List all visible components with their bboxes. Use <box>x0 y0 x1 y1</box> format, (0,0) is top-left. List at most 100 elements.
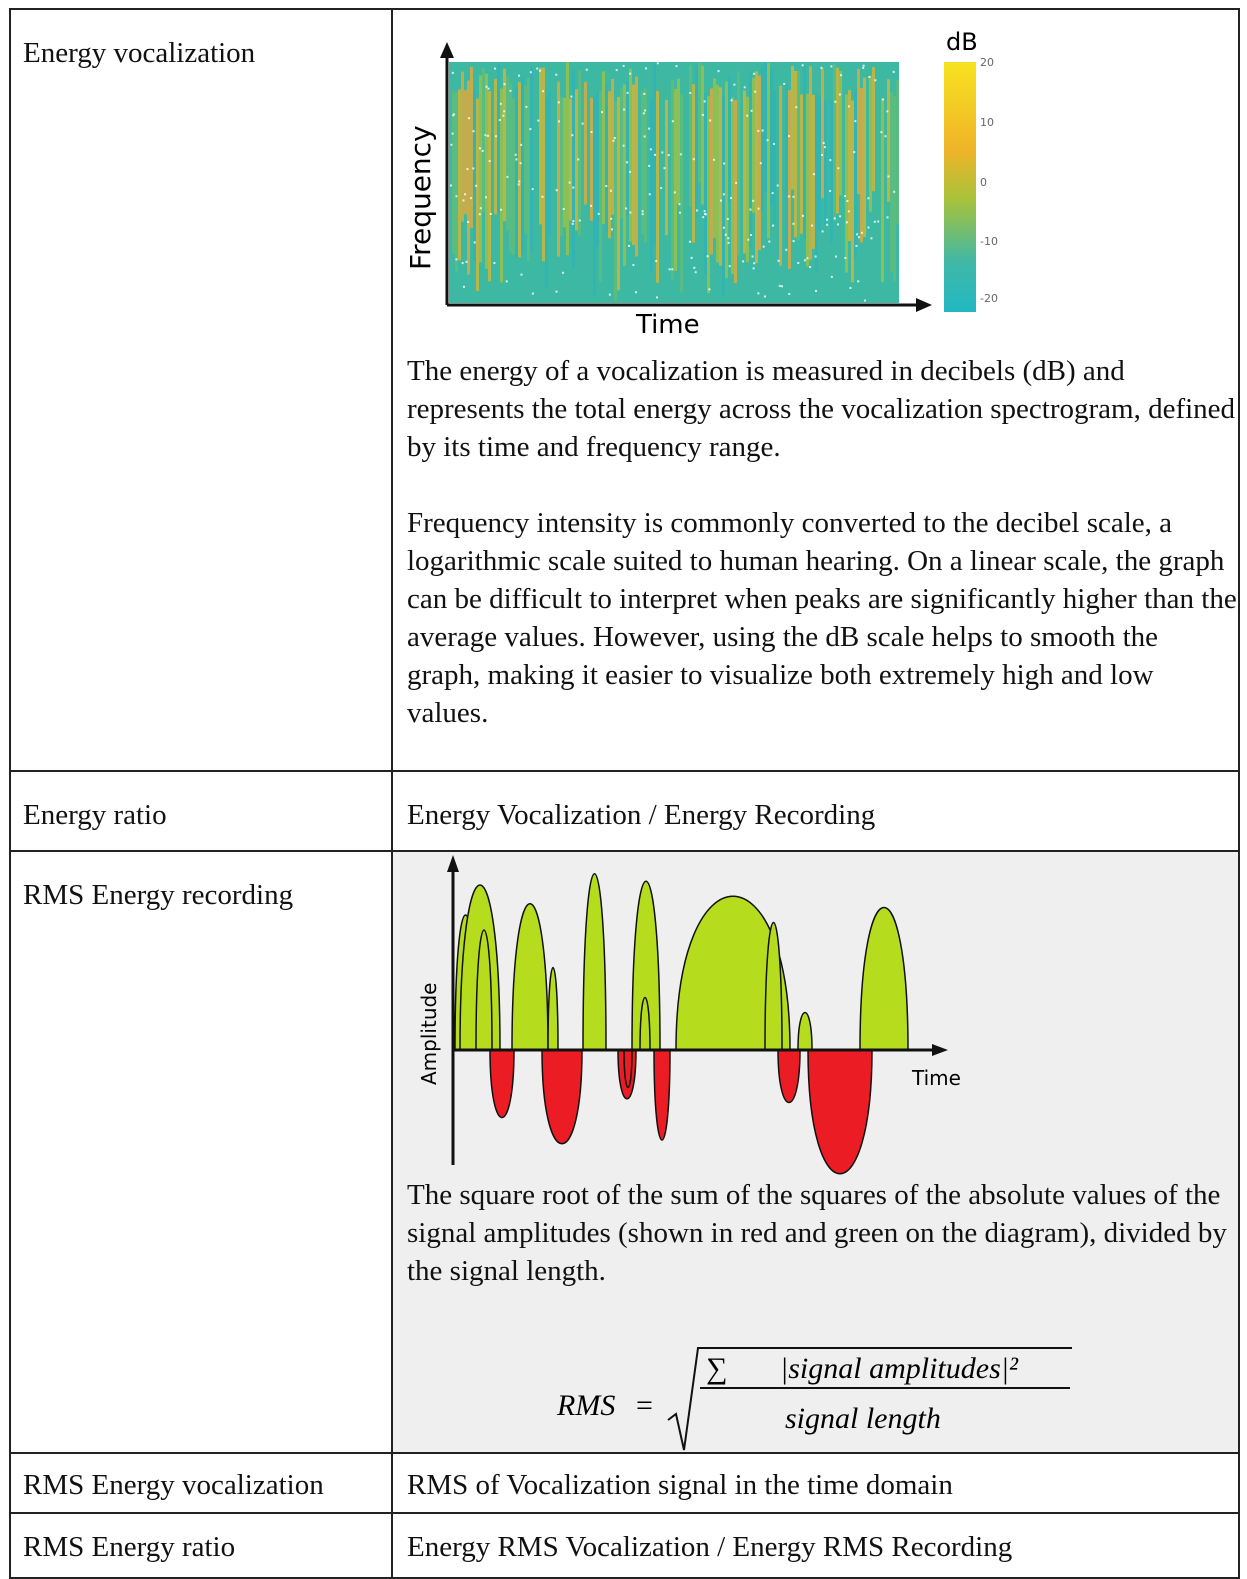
spectrogram-speck <box>727 241 730 244</box>
spectrogram-stripe <box>560 97 563 237</box>
spectrogram-stripe <box>851 100 854 283</box>
spectrogram-speck <box>597 212 600 215</box>
spectrogram-speck <box>475 184 478 187</box>
colorbar <box>944 62 976 312</box>
spectrogram-speck <box>506 175 509 178</box>
spectrogram-stripe <box>551 71 554 199</box>
spectrogram-stripe <box>542 67 545 262</box>
spectrogram-stripe <box>668 70 671 245</box>
spectrogram-stripe <box>734 100 737 284</box>
waveform-lobe <box>797 1012 813 1051</box>
spectrogram-speck <box>561 271 564 274</box>
spectrogram-speck <box>862 66 865 69</box>
spectrogram-stripe <box>569 98 572 221</box>
spectrogram-stripe <box>737 71 740 256</box>
spectrogram-speck <box>622 144 625 147</box>
spectrogram-stripe <box>863 77 866 238</box>
spectrogram-speck <box>874 79 877 82</box>
spectrogram-stripe <box>731 97 734 274</box>
spectrogram-speck <box>757 207 760 210</box>
spectrogram-speck <box>868 76 871 79</box>
spectrogram-stripe <box>674 88 677 271</box>
waveform-lobe <box>639 997 651 1051</box>
spectrogram-speck <box>537 119 540 122</box>
spectrogram-stripe <box>839 71 842 196</box>
spectrogram-stripe <box>572 69 575 268</box>
spectrogram-speck <box>720 199 723 202</box>
spectrogram-stripe <box>566 62 569 256</box>
formula-denominator: signal length <box>785 1402 941 1435</box>
spectrogram-speck <box>489 212 492 215</box>
spectrogram-speck <box>788 135 791 138</box>
spectrogram-speck <box>801 64 804 67</box>
spectrogram-stripe <box>773 89 776 225</box>
spectrogram-speck <box>829 189 832 192</box>
spectrogram-speck <box>759 162 762 165</box>
spectrogram-speck <box>750 109 753 112</box>
spectrogram-speck <box>486 134 489 137</box>
spectrogram-speck <box>777 259 780 262</box>
spectrogram-speck <box>473 241 476 244</box>
spectrogram-stripe <box>557 81 560 257</box>
spectrogram-stripe <box>794 70 797 238</box>
spectrogram-stripe <box>509 83 512 253</box>
spectrogram-speck <box>578 219 581 222</box>
spectrogram-stripe <box>875 95 878 285</box>
spectrogram-stripe <box>452 91 455 254</box>
spectrogram-speck <box>857 280 860 283</box>
spectrogram-speck <box>806 257 809 260</box>
paragraphs: The energy of a vocalization is measured… <box>393 352 1237 770</box>
spectrogram-speck <box>728 265 731 268</box>
spectrogram-stripe <box>767 62 770 239</box>
spectrogram-speck <box>833 217 836 220</box>
spectrogram-speck <box>514 153 517 156</box>
spectrogram-speck <box>708 288 711 291</box>
axis-label: Time <box>635 310 700 340</box>
spectrogram-stripe <box>755 71 758 264</box>
spectrogram-speck <box>462 199 465 202</box>
spectrogram-stripe <box>788 90 791 269</box>
spectrogram-speck <box>837 223 840 226</box>
spectrogram-speck <box>846 200 849 203</box>
spectrogram-speck <box>743 86 746 89</box>
spectrogram-speck <box>478 213 481 216</box>
spectrogram-speck <box>505 280 508 283</box>
spectrogram-stripe <box>662 65 665 187</box>
spectrogram-speck <box>689 91 692 94</box>
spectrogram-speck <box>453 113 456 116</box>
spectrogram-speck <box>629 72 632 75</box>
spectrogram-stripe <box>626 81 629 217</box>
spectrogram-speck <box>733 83 736 86</box>
spectrogram-speck <box>778 284 781 287</box>
spectrogram-stripe <box>479 75 482 263</box>
spectrogram-speck <box>673 191 676 194</box>
spectrogram-speck <box>461 262 464 265</box>
spectrogram-speck <box>581 122 584 125</box>
spectrogram-stripe <box>824 100 827 225</box>
spectrogram-speck <box>555 290 558 293</box>
spectrogram-speck <box>701 113 704 116</box>
spectrogram-stripe <box>821 68 824 199</box>
colorbar-tick: 0 <box>980 176 987 189</box>
spectrogram-stripe <box>485 73 488 269</box>
row-label: RMS Energy vocalization <box>23 1469 324 1501</box>
spectrogram-speck <box>656 62 659 65</box>
spectrogram-speck <box>629 170 632 173</box>
spectrogram-stripe <box>623 84 626 267</box>
spectrogram-stripe <box>536 101 539 240</box>
waveform-lobe <box>582 873 607 1051</box>
spectrogram-speck <box>525 105 528 108</box>
spectrogram-stripe <box>869 75 872 212</box>
spectrogram-stripe <box>800 94 803 234</box>
row-text: Energy Vocalization / Energy Recording <box>407 799 876 831</box>
spectrogram-stripe <box>644 88 647 243</box>
spectrogram-speck <box>776 184 779 187</box>
spectrogram-stripe <box>518 82 521 258</box>
spectrogram-speck <box>558 120 561 123</box>
spectrogram-stripe <box>884 101 887 239</box>
spectrogram-speck <box>820 66 823 69</box>
arrow <box>447 855 459 872</box>
axis-label: Amplitude <box>417 983 441 1086</box>
spectrogram-speck <box>761 129 764 132</box>
spectrogram-speck <box>678 203 681 206</box>
